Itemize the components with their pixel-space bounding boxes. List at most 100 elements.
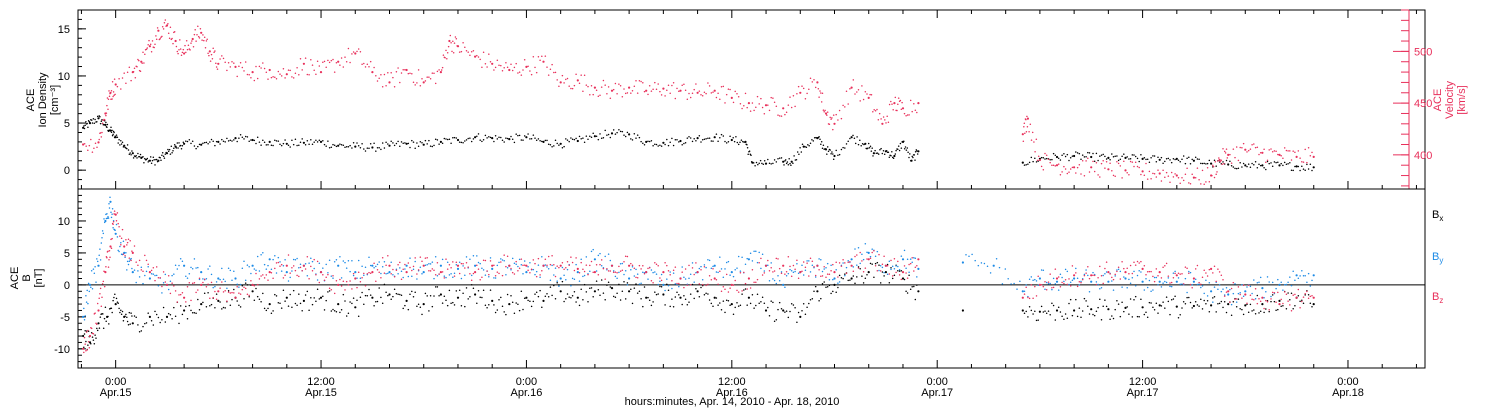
velocity-sample [1294, 151, 1296, 153]
Bx-sample [409, 293, 411, 295]
velocity-sample [1186, 167, 1188, 169]
Bx-sample [111, 311, 113, 314]
density-sample [373, 142, 375, 145]
By-sample [792, 271, 795, 274]
Bz-sample [1280, 298, 1282, 301]
velocity-sample [693, 88, 695, 91]
By-sample [647, 278, 649, 280]
density-sample [381, 142, 384, 144]
Bz-sample [873, 249, 875, 252]
density-point [165, 152, 169, 155]
By-sample [876, 250, 879, 253]
velocity-sample [911, 110, 913, 113]
Bz-sample [861, 260, 863, 262]
velocity-sample [618, 83, 620, 85]
Bz-point [559, 264, 562, 267]
density-sample [227, 140, 230, 142]
By-sample [236, 283, 238, 286]
Bx-sample [1251, 310, 1253, 312]
Bx-sample [1109, 318, 1111, 321]
velocity-point [679, 89, 682, 92]
By-sample [722, 276, 725, 278]
velocity-sample [768, 109, 771, 112]
By-sample [1177, 277, 1180, 279]
Bx-sample [203, 292, 206, 294]
density-sample [190, 142, 192, 145]
Bz-sample [570, 256, 572, 258]
Bz-point [234, 296, 237, 299]
density-sample [126, 144, 129, 146]
By-sample [387, 272, 389, 275]
density-sample [1128, 158, 1130, 160]
By-sample [195, 267, 197, 269]
density-sample [161, 154, 163, 156]
Bz-sample [152, 266, 155, 269]
velocity-tick-label: 400 [1414, 150, 1432, 162]
Bz-sample [169, 292, 172, 295]
Bz-sample [412, 265, 415, 268]
By-sample [862, 258, 865, 261]
velocity-sample [310, 59, 312, 61]
density-sample [672, 144, 675, 147]
Bz-sample [565, 266, 567, 269]
Bx-sample [777, 308, 779, 311]
Bz-sample [96, 323, 98, 326]
Bz-sample [448, 263, 451, 266]
velocity-sample [162, 28, 165, 30]
By-sample [744, 263, 747, 266]
Bz-sample [566, 261, 569, 263]
velocity-sample [392, 76, 394, 79]
By-sample [669, 271, 671, 273]
Bx-point [764, 309, 768, 312]
velocity-sample [1064, 168, 1067, 170]
density-sample [111, 134, 114, 137]
By-sample [535, 270, 538, 273]
velocity-sample [1033, 141, 1035, 143]
velocity-sample [715, 96, 718, 99]
velocity-point [1141, 170, 1144, 173]
Bx-sample [494, 311, 497, 314]
velocity-point [1090, 166, 1093, 169]
density-sample [909, 153, 911, 155]
By-sample [1246, 286, 1248, 288]
By-sample [561, 266, 564, 269]
Bx-sample [105, 320, 107, 323]
velocity-sample [189, 49, 191, 51]
By-sample [421, 273, 423, 275]
By-point [474, 264, 477, 267]
velocity-point [850, 86, 853, 89]
Bx-sample [1307, 293, 1310, 296]
Bz-sample [669, 274, 671, 276]
density-point [850, 136, 853, 139]
Bz-sample [246, 293, 249, 296]
Bx-sample [619, 299, 622, 301]
Bx-sample [1217, 302, 1219, 305]
density-sample [113, 131, 115, 134]
density-sample [402, 142, 404, 145]
density-sample [164, 153, 167, 155]
Bx-sample [366, 294, 369, 297]
Bx-sample [737, 305, 740, 307]
Bx-sample [482, 289, 485, 291]
velocity-sample [701, 95, 704, 97]
By-sample [891, 265, 894, 267]
Bx-sample [246, 284, 249, 286]
By-sample [618, 271, 620, 274]
velocity-sample [244, 61, 247, 63]
density-sample [826, 146, 829, 148]
velocity-sample [845, 90, 848, 93]
Bx-point [679, 296, 682, 299]
density-sample [761, 162, 763, 165]
velocity-sample [592, 93, 594, 96]
density-sample [1194, 156, 1197, 159]
Bx-sample [722, 300, 725, 302]
Bx-sample [1051, 302, 1053, 304]
velocity-sample [440, 69, 443, 71]
Bx-sample [758, 302, 760, 305]
By-sample [106, 217, 109, 219]
density-sample [1167, 157, 1170, 160]
density-point [744, 140, 747, 143]
By-sample [1258, 281, 1260, 284]
By-sample [897, 265, 899, 268]
Bx-sample [518, 309, 521, 312]
